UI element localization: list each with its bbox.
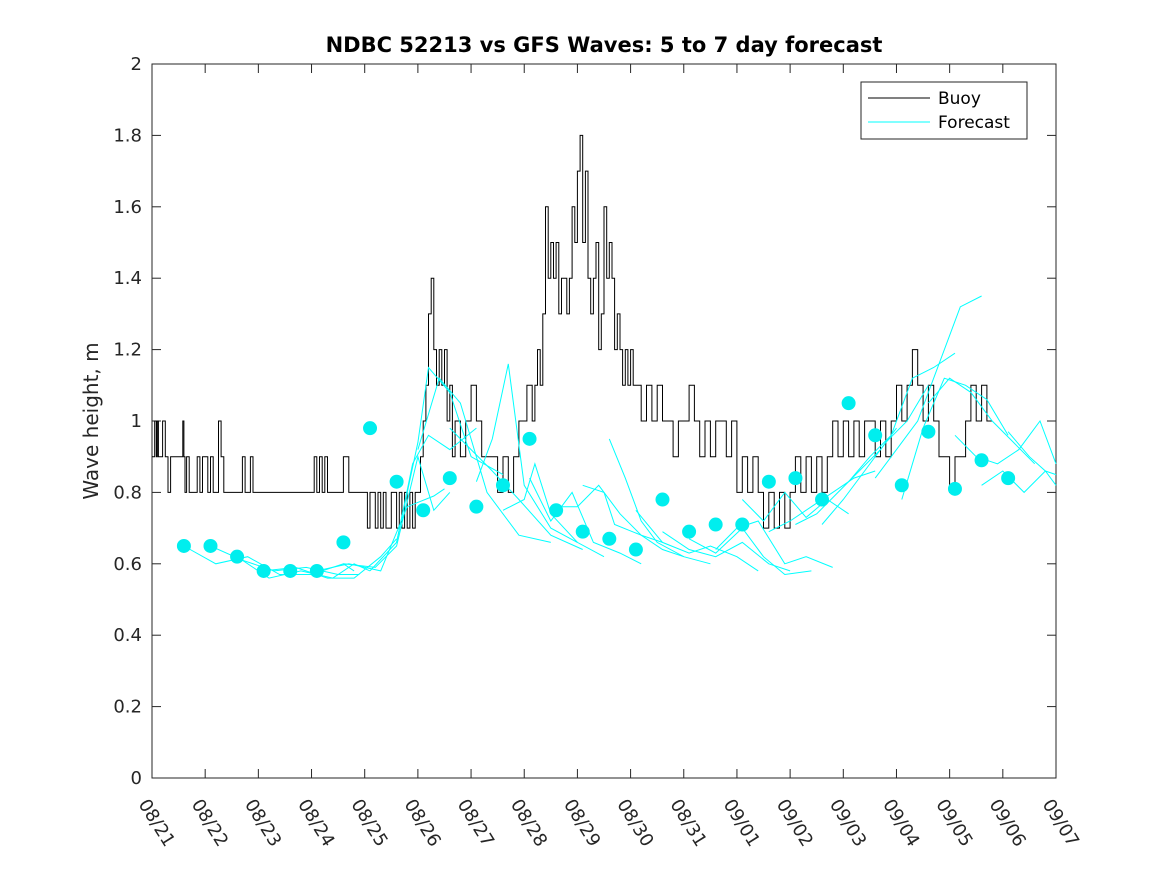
- forecast-point: [682, 524, 697, 539]
- forecast-point: [575, 524, 590, 539]
- forecast-point: [495, 478, 510, 493]
- forecast-track-15: [582, 484, 684, 558]
- legend-buoy-label: Buoy: [938, 89, 981, 109]
- forecast-point: [655, 492, 670, 507]
- forecast-point: [868, 428, 883, 443]
- forecast-point: [230, 549, 245, 564]
- forecast-point: [921, 424, 936, 439]
- forecast-track-21: [741, 491, 849, 522]
- forecast-track-19: [688, 527, 812, 576]
- forecast-track-11: [475, 363, 578, 543]
- forecast-track-13: [529, 477, 642, 565]
- plot-border: [151, 63, 1057, 779]
- forecast-point: [203, 538, 218, 553]
- forecast-track-12: [502, 462, 605, 558]
- forecast-point: [788, 471, 803, 486]
- forecast-point: [522, 431, 537, 446]
- legend: Buoy Forecast: [860, 81, 1028, 140]
- y-tick-label: 1.4: [113, 268, 142, 289]
- y-tick-label: 0.6: [113, 554, 142, 575]
- y-axis-label: Wave height, m: [79, 342, 103, 499]
- forecast-track-14: [556, 484, 663, 543]
- forecast-point: [894, 478, 909, 493]
- forecast-point: [363, 421, 378, 436]
- forecast-point: [256, 563, 271, 578]
- forecast-point: [602, 531, 617, 546]
- forecast-point: [947, 481, 962, 496]
- forecast-track-6: [343, 454, 451, 568]
- y-tick-label: 1.2: [113, 340, 142, 361]
- forecast-point: [549, 503, 564, 518]
- forecast-point: [735, 517, 750, 532]
- forecast-point: [176, 538, 191, 553]
- legend-forecast-label: Forecast: [938, 113, 1010, 133]
- forecast-point: [469, 499, 484, 514]
- forecast-point: [1001, 471, 1016, 486]
- forecast-track-18: [662, 531, 791, 572]
- forecast-point: [442, 471, 457, 486]
- forecast-point: [841, 396, 856, 411]
- forecast-point: [283, 563, 298, 578]
- y-tick-label: 0.4: [113, 625, 142, 646]
- forecast-track-5: [316, 488, 445, 572]
- y-tick-label: 0.2: [113, 697, 142, 718]
- forecast-point: [761, 474, 776, 489]
- forecast-track-30: [981, 470, 1057, 494]
- chart-title: NDBC 52213 vs GFS Waves: 5 to 7 day fore…: [326, 33, 883, 57]
- forecast-point: [974, 453, 989, 468]
- forecast-point: [309, 563, 324, 578]
- forecast-point: [815, 492, 830, 507]
- forecast-point: [336, 535, 351, 550]
- forecast-point: [628, 542, 643, 557]
- forecast-track-24: [821, 385, 929, 525]
- forecast-point: [416, 503, 431, 518]
- y-tick-label: 1.8: [113, 125, 142, 146]
- forecast-track-17: [635, 509, 759, 572]
- forecast-track-31: [1007, 431, 1057, 476]
- y-tick-label: 0: [131, 768, 142, 789]
- forecast-track-7: [369, 427, 477, 572]
- forecast-point: [708, 517, 723, 532]
- forecast-track-9: [417, 377, 551, 543]
- forecast-track-25: [848, 352, 956, 483]
- buoy-series-line: [152, 134, 993, 529]
- y-tick-label: 1.6: [113, 197, 142, 218]
- legend-box: [860, 81, 1028, 140]
- forecast-point: [389, 474, 404, 489]
- y-tick-label: 2: [131, 54, 142, 75]
- y-tick-label: 1: [131, 411, 142, 432]
- forecast-track-28: [928, 377, 1036, 465]
- forecast-track-29: [954, 419, 1057, 465]
- forecast-track-20: [715, 520, 833, 568]
- forecast-track-26: [874, 295, 982, 479]
- forecast-track-16: [608, 438, 711, 565]
- y-tick-label: 0.8: [113, 482, 142, 503]
